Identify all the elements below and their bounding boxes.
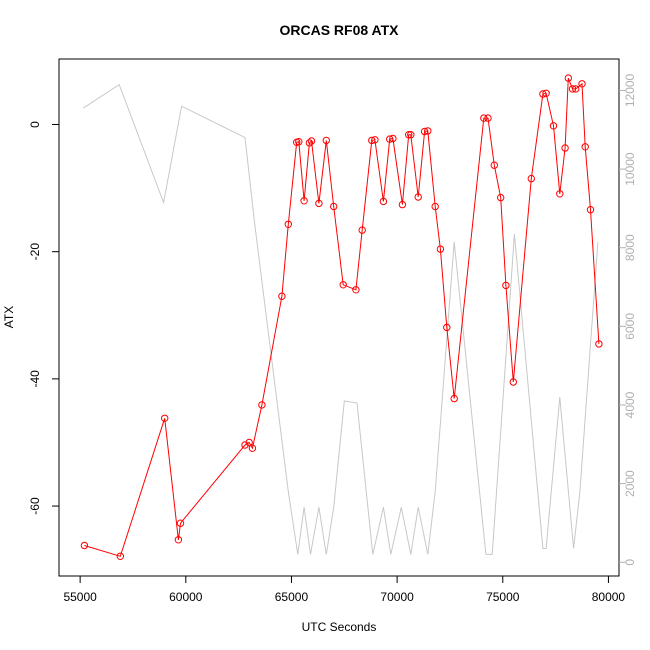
atx-data-point [497,193,505,202]
atx-data-point [568,85,577,93]
atx-data-point [248,444,257,452]
atx-data-point [595,340,603,348]
atx-data-point [509,378,517,386]
atx-data-point [358,226,366,234]
atx-data-point [484,114,492,122]
atx-data-point [352,286,360,294]
atx-data-point [386,135,394,143]
atx-data-point [572,85,580,93]
y-tick-label: -20 [28,243,42,261]
atx-data-point [379,197,388,206]
atx-data-point [443,323,451,332]
atx-data-point [405,131,413,139]
y2-tick-label: 2000 [623,470,637,497]
atx-data-point [371,136,379,144]
x-tick-label: 75000 [486,590,520,604]
atx-data-point [556,190,564,198]
atx-data-point [368,136,376,145]
atx-data-point [307,137,316,145]
atx-data-point [339,281,347,289]
y2-tick-label: 12000 [623,73,637,107]
atx-data-point [80,541,89,550]
atx-data-point [278,292,286,300]
series-layer [80,74,603,560]
atx-data-point [245,438,253,447]
atx-data-point [450,394,458,403]
atx-data-point [161,414,169,422]
atx-data-point [490,161,498,169]
atx-series-line [84,77,600,557]
y-axis-label: ATX [2,306,16,328]
y2-tick-label: 0 [623,559,637,566]
atx-data-point [284,220,292,229]
atx-data-point [176,519,185,527]
atx-data-point [564,74,572,82]
atx-data-point [581,143,589,151]
atx-data-point [389,134,397,143]
y-tick-label: -60 [28,497,42,515]
x-tick-label: 65000 [275,590,309,604]
y-tick-label: 0 [28,121,42,128]
y2-tick-label: 6000 [623,313,637,340]
y2-tick-label: 4000 [623,391,637,418]
atx-data-point [561,144,569,152]
y2-tick-label: 10000 [623,152,637,186]
plot-frame [58,58,620,577]
atx-data-point [330,202,338,211]
secondary-series-line [83,83,599,555]
x-tick-label: 80000 [592,590,626,604]
atx-data-point [578,80,586,88]
atx-data-point [542,89,550,98]
atx-data-point [322,136,330,145]
atx-data-point [431,202,439,211]
atx-data-point [315,199,323,208]
atx-data-point [295,138,303,146]
x-tick-label: 60000 [169,590,203,604]
x-tick-label: 70000 [380,590,414,604]
atx-data-point [305,139,314,147]
atx-data-point [549,122,558,130]
axes-layer: 55000 60000 65000 70000 75000 800000-20-40-60… [28,73,637,604]
atx-data-point [300,197,308,205]
atx-data-point [116,552,125,560]
y-tick-label: -40 [28,370,42,388]
atx-data-point [502,281,510,290]
atx-data-point [424,127,432,135]
y2-tick-label: 8000 [623,234,637,261]
atx-data-point [398,200,407,209]
atx-data-point [407,131,415,139]
atx-data-point [436,245,445,253]
atx-data-point [527,174,535,183]
atx-data-point [241,441,249,449]
atx-data-point [539,90,547,98]
atx-data-point [414,193,422,201]
atx-data-point [586,206,595,214]
x-axis-label: UTC Seconds [302,620,377,634]
atx-data-point [258,401,266,409]
atx-data-point [420,127,429,136]
atx-data-point [174,536,183,544]
atx-data-point [480,114,488,122]
chart-title: ORCAS RF08 ATX [279,22,399,38]
x-tick-label: 55000 [63,590,97,604]
